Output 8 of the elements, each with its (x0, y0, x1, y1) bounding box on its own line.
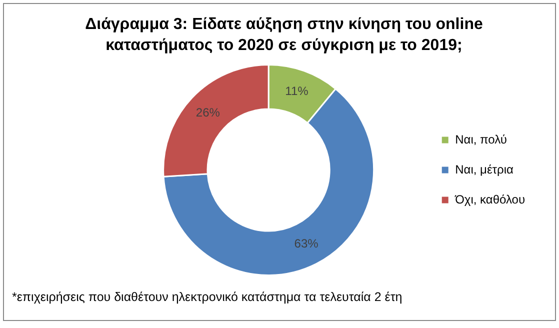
legend-label: Ναι, μέτρια (455, 162, 514, 176)
legend-label: Ναι, πολύ (455, 132, 507, 146)
data-label: 63% (294, 236, 319, 250)
data-label: 26% (196, 105, 220, 120)
text: *επιχειρήσεις που διαθέτουν ηλεκτρονικό κατάστημα τα τελευταία 2 έτη (12, 290, 402, 304)
data-label: 11% (285, 84, 309, 98)
legend-label: Όχι, καθόλου (454, 192, 525, 206)
chart-title: Διάγραμμα 3: Είδατε αύξηση στην κίνηση του online καταστήματος το 2020 σε σύγκριση με το 2019; (84, 15, 484, 56)
